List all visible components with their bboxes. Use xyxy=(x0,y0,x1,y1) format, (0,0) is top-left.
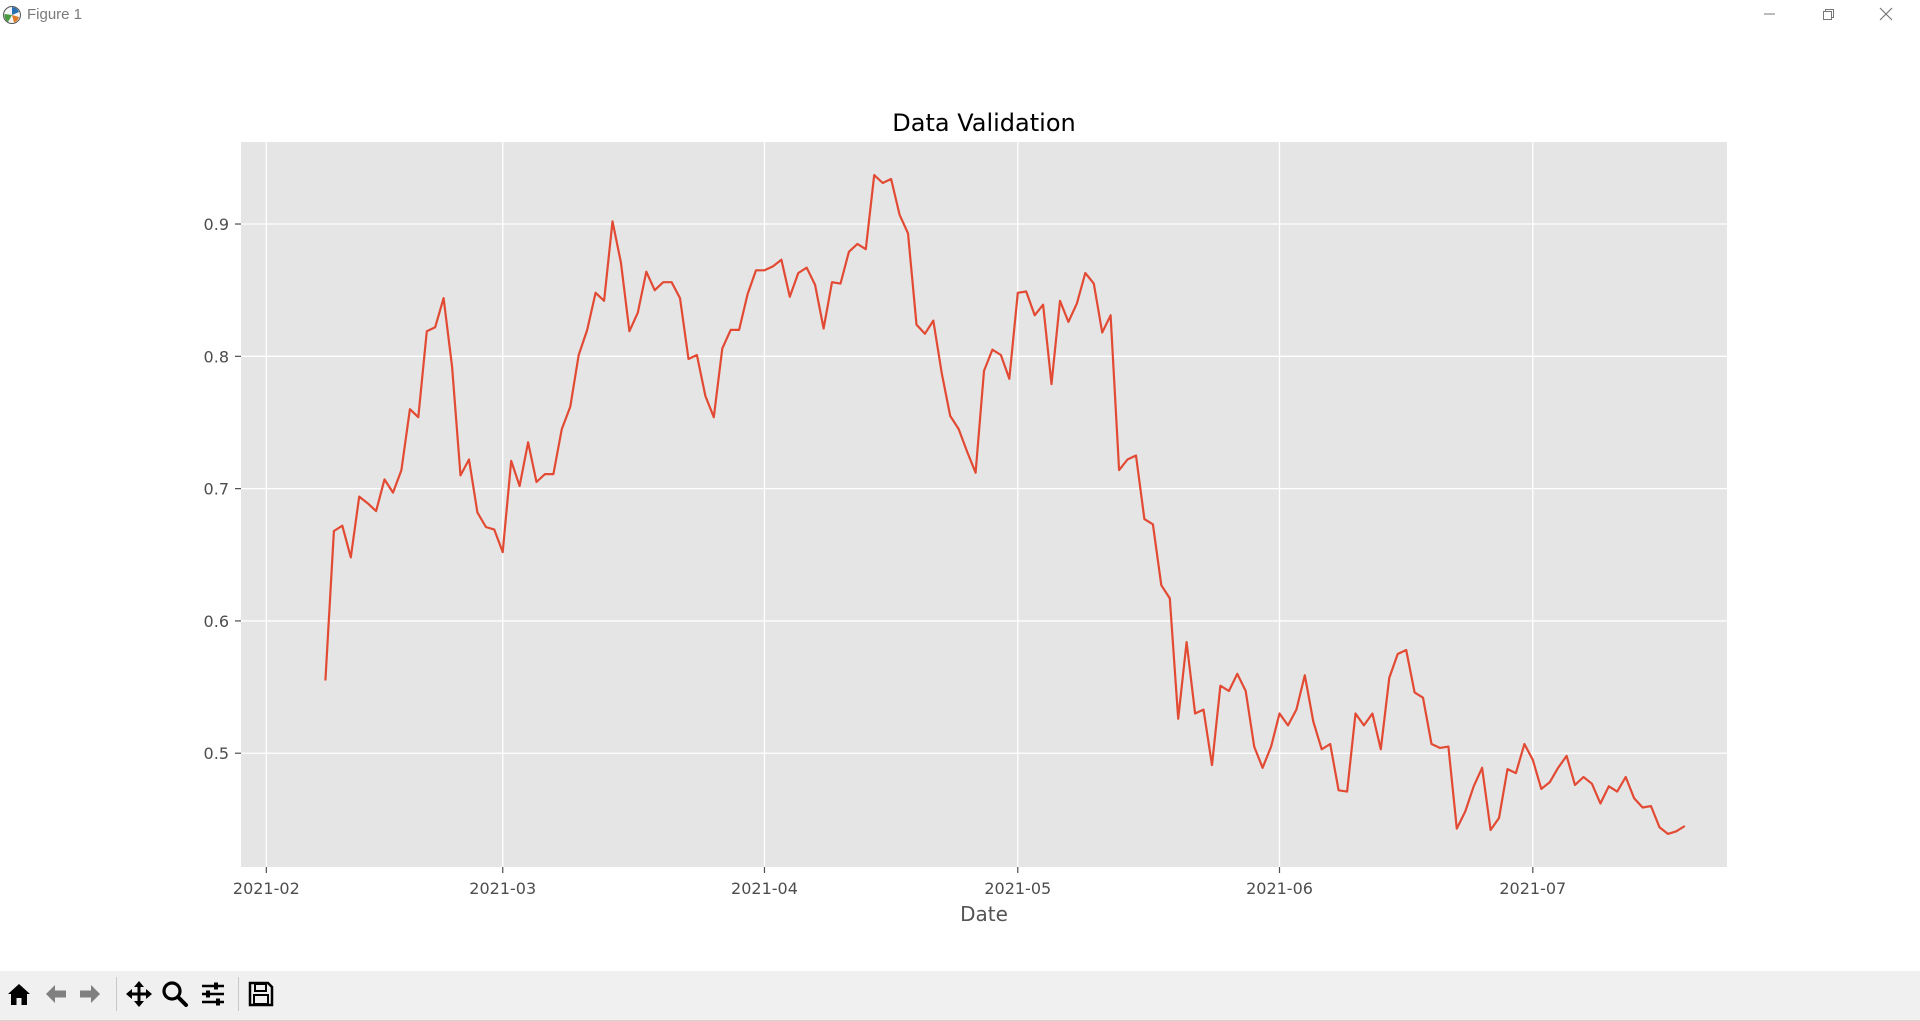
axes-background xyxy=(241,142,1727,867)
x-tick-label: 2021-05 xyxy=(984,879,1051,898)
matplotlib-logo-icon xyxy=(3,6,21,24)
x-tick-label: 2021-04 xyxy=(731,879,798,898)
minimize-button[interactable] xyxy=(1742,0,1798,30)
x-axis-ticks: 2021-02 2021-03 2021-04 2021-05 2021-06 2021-… xyxy=(233,867,1566,898)
close-icon xyxy=(1879,7,1893,21)
save-button[interactable] xyxy=(244,976,278,1012)
back-button[interactable] xyxy=(39,976,73,1012)
title-bar: Figure 1 xyxy=(0,0,1920,30)
y-tick-label: 0.8 xyxy=(204,347,229,366)
configure-subplots-button[interactable] xyxy=(196,976,230,1012)
y-tick-label: 0.6 xyxy=(204,612,229,631)
save-icon xyxy=(248,981,274,1007)
close-button[interactable] xyxy=(1858,0,1914,30)
grid-lines xyxy=(241,142,1727,867)
pan-icon xyxy=(126,981,152,1007)
series-line xyxy=(324,174,1686,835)
back-arrow-icon xyxy=(46,985,66,1003)
x-tick-label: 2021-06 xyxy=(1246,879,1313,898)
pan-button[interactable] xyxy=(122,976,156,1012)
zoom-icon xyxy=(162,981,188,1007)
configure-subplots-icon xyxy=(202,982,224,1006)
forward-button[interactable] xyxy=(73,976,107,1012)
y-axis-ticks: 0.5 0.6 0.7 0.8 0.9 xyxy=(204,215,241,763)
x-tick-label: 2021-02 xyxy=(233,879,300,898)
chart-title: Data Validation xyxy=(892,109,1075,137)
x-tick-label: 2021-03 xyxy=(469,879,536,898)
figure-canvas[interactable]: 2021-02 2021-03 2021-04 2021-05 2021-06 2021-… xyxy=(0,30,1920,970)
x-tick-label: 2021-07 xyxy=(1499,879,1566,898)
home-button[interactable] xyxy=(2,976,36,1012)
maximize-button[interactable] xyxy=(1800,0,1856,30)
line-chart[interactable]: 2021-02 2021-03 2021-04 2021-05 2021-06 2021-… xyxy=(0,30,1920,970)
maximize-icon xyxy=(1823,9,1834,20)
x-axis-label: Date xyxy=(960,902,1008,926)
minimize-icon xyxy=(1764,13,1775,15)
toolbar-separator xyxy=(238,977,239,1011)
window-title: Figure 1 xyxy=(27,6,83,23)
y-tick-label: 0.5 xyxy=(204,744,229,763)
zoom-button[interactable] xyxy=(158,976,192,1012)
y-tick-label: 0.7 xyxy=(204,480,229,499)
toolbar-separator xyxy=(116,977,117,1011)
home-icon xyxy=(8,984,30,1005)
forward-arrow-icon xyxy=(80,985,100,1003)
y-tick-label: 0.9 xyxy=(204,215,229,234)
navigation-toolbar xyxy=(0,971,1920,1022)
